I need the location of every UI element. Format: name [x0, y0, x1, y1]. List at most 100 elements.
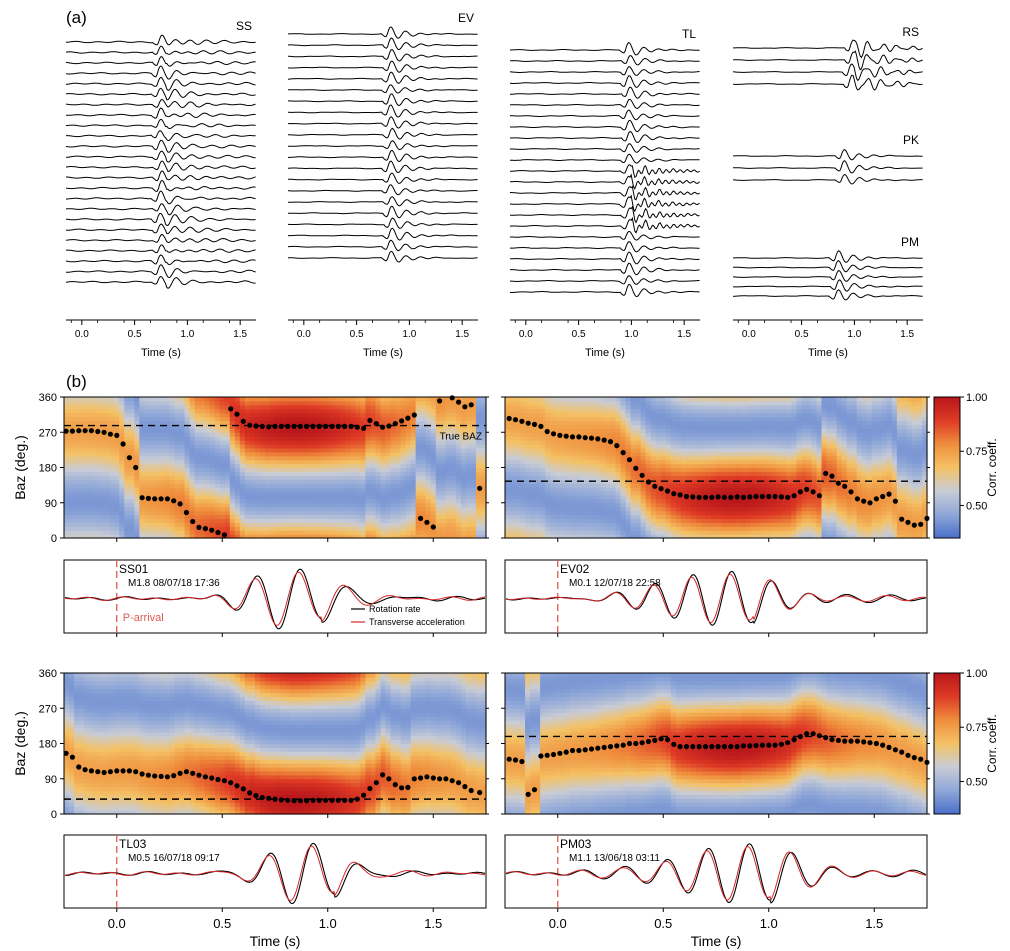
waveform-trace	[288, 127, 478, 140]
heatmap-cell	[290, 491, 296, 496]
heatmap-cell	[214, 518, 221, 523]
heatmap-cell	[425, 506, 432, 512]
heatmap-cell	[580, 463, 586, 469]
heatmap-cell	[545, 440, 551, 445]
heatmap-cell	[119, 432, 125, 437]
heatmap-cell	[560, 436, 566, 441]
waveform-trace	[509, 75, 700, 88]
heatmap-cell	[610, 530, 617, 535]
heatmap-cell	[675, 506, 682, 512]
heatmap-cell	[189, 522, 196, 527]
heatmap-cell	[540, 444, 546, 449]
heatmap-cell	[280, 487, 286, 492]
heatmap-cell	[430, 440, 437, 445]
heatmap-cell	[741, 475, 747, 480]
heatmap-cell	[575, 522, 581, 527]
heatmap-cell	[305, 491, 311, 496]
heatmap-cell	[530, 408, 536, 414]
heatmap-cell	[520, 534, 526, 539]
heatmap-cell	[79, 467, 85, 473]
heatmap-cell	[390, 498, 397, 504]
heatmap-cell	[285, 491, 291, 496]
heatmap-cell	[660, 514, 667, 520]
heatmap-cell	[104, 518, 110, 523]
heatmap-cell	[465, 491, 472, 496]
heatmap-cell	[710, 436, 717, 441]
heatmap-cell	[199, 400, 206, 406]
heatmap-cell	[575, 444, 581, 449]
heatmap-cell	[705, 463, 712, 469]
heatmap-cell	[184, 502, 191, 508]
heatmap-cell	[380, 494, 387, 500]
heatmap-cell	[345, 502, 351, 508]
heatmap-cell	[510, 467, 516, 473]
heatmap-cell	[610, 506, 617, 512]
heatmap-cell	[560, 424, 566, 429]
heatmap-cell	[510, 404, 516, 410]
heatmap-cell	[726, 451, 732, 457]
heatmap-cell	[665, 459, 672, 465]
heatmap-cell	[640, 498, 647, 504]
heatmap-cell	[355, 494, 361, 500]
heatmap-cell	[410, 436, 417, 441]
heatmap-cell	[575, 447, 581, 453]
heatmap-cell	[330, 440, 336, 445]
heatmap-cell	[410, 463, 417, 469]
heatmap-cell	[520, 522, 526, 527]
heatmap-cell	[360, 440, 367, 445]
heatmap-cell	[470, 459, 477, 465]
heatmap-cell	[355, 420, 361, 426]
heatmap-cell	[525, 487, 531, 492]
heatmap-cell	[390, 444, 397, 449]
heatmap-cell	[585, 514, 591, 520]
heatmap-cell	[340, 467, 346, 473]
heatmap-cell	[204, 471, 211, 476]
baz-estimate-point	[373, 421, 379, 427]
heatmap-cell	[214, 491, 221, 496]
heatmap-cell	[736, 455, 742, 461]
heatmap-cell	[325, 483, 331, 488]
heatmap-cell	[99, 447, 105, 453]
heatmap-cell	[269, 400, 276, 406]
heatmap-cell	[565, 436, 571, 441]
heatmap-cell	[475, 467, 482, 473]
heatmap-cell	[540, 494, 546, 500]
heatmap-cell	[395, 471, 402, 476]
heatmap-cell	[565, 483, 571, 488]
heatmap-cell	[184, 408, 191, 414]
heatmap-cell	[310, 447, 316, 453]
heatmap-cell	[300, 451, 306, 457]
heatmap-cell	[640, 522, 647, 527]
heatmap-cell	[224, 534, 231, 539]
heatmap-cell	[600, 491, 607, 496]
heatmap-cell	[79, 502, 85, 508]
heatmap-cell	[355, 526, 361, 531]
heatmap-cell	[515, 440, 521, 445]
heatmap-cell	[425, 436, 432, 441]
heatmap-cell	[615, 502, 622, 508]
heatmap-cell	[570, 440, 576, 445]
heatmap-cell	[565, 530, 571, 535]
heatmap-cell	[525, 436, 531, 441]
heatmap-cell	[280, 420, 286, 426]
heatmap-cell	[259, 502, 266, 508]
heatmap-cell	[716, 400, 722, 406]
heatmap-cell	[415, 467, 422, 473]
heatmap-cell	[385, 397, 392, 402]
heatmap-cell	[295, 404, 301, 410]
heatmap-cell	[440, 510, 447, 516]
heatmap-cell	[280, 510, 286, 516]
heatmap-cell	[350, 400, 356, 406]
heatmap-cell	[410, 514, 417, 520]
heatmap-cell	[194, 444, 201, 449]
heatmap-cell	[415, 455, 422, 461]
heatmap-cell	[94, 408, 100, 414]
heatmap-cell	[590, 494, 597, 500]
heatmap-cell	[670, 408, 677, 414]
heatmap-cell	[550, 451, 556, 457]
heatmap-cell	[204, 436, 211, 441]
heatmap-cell	[154, 522, 161, 527]
heatmap-cell	[295, 487, 301, 492]
heatmap-cell	[385, 483, 392, 488]
heatmap-cell	[425, 502, 432, 508]
